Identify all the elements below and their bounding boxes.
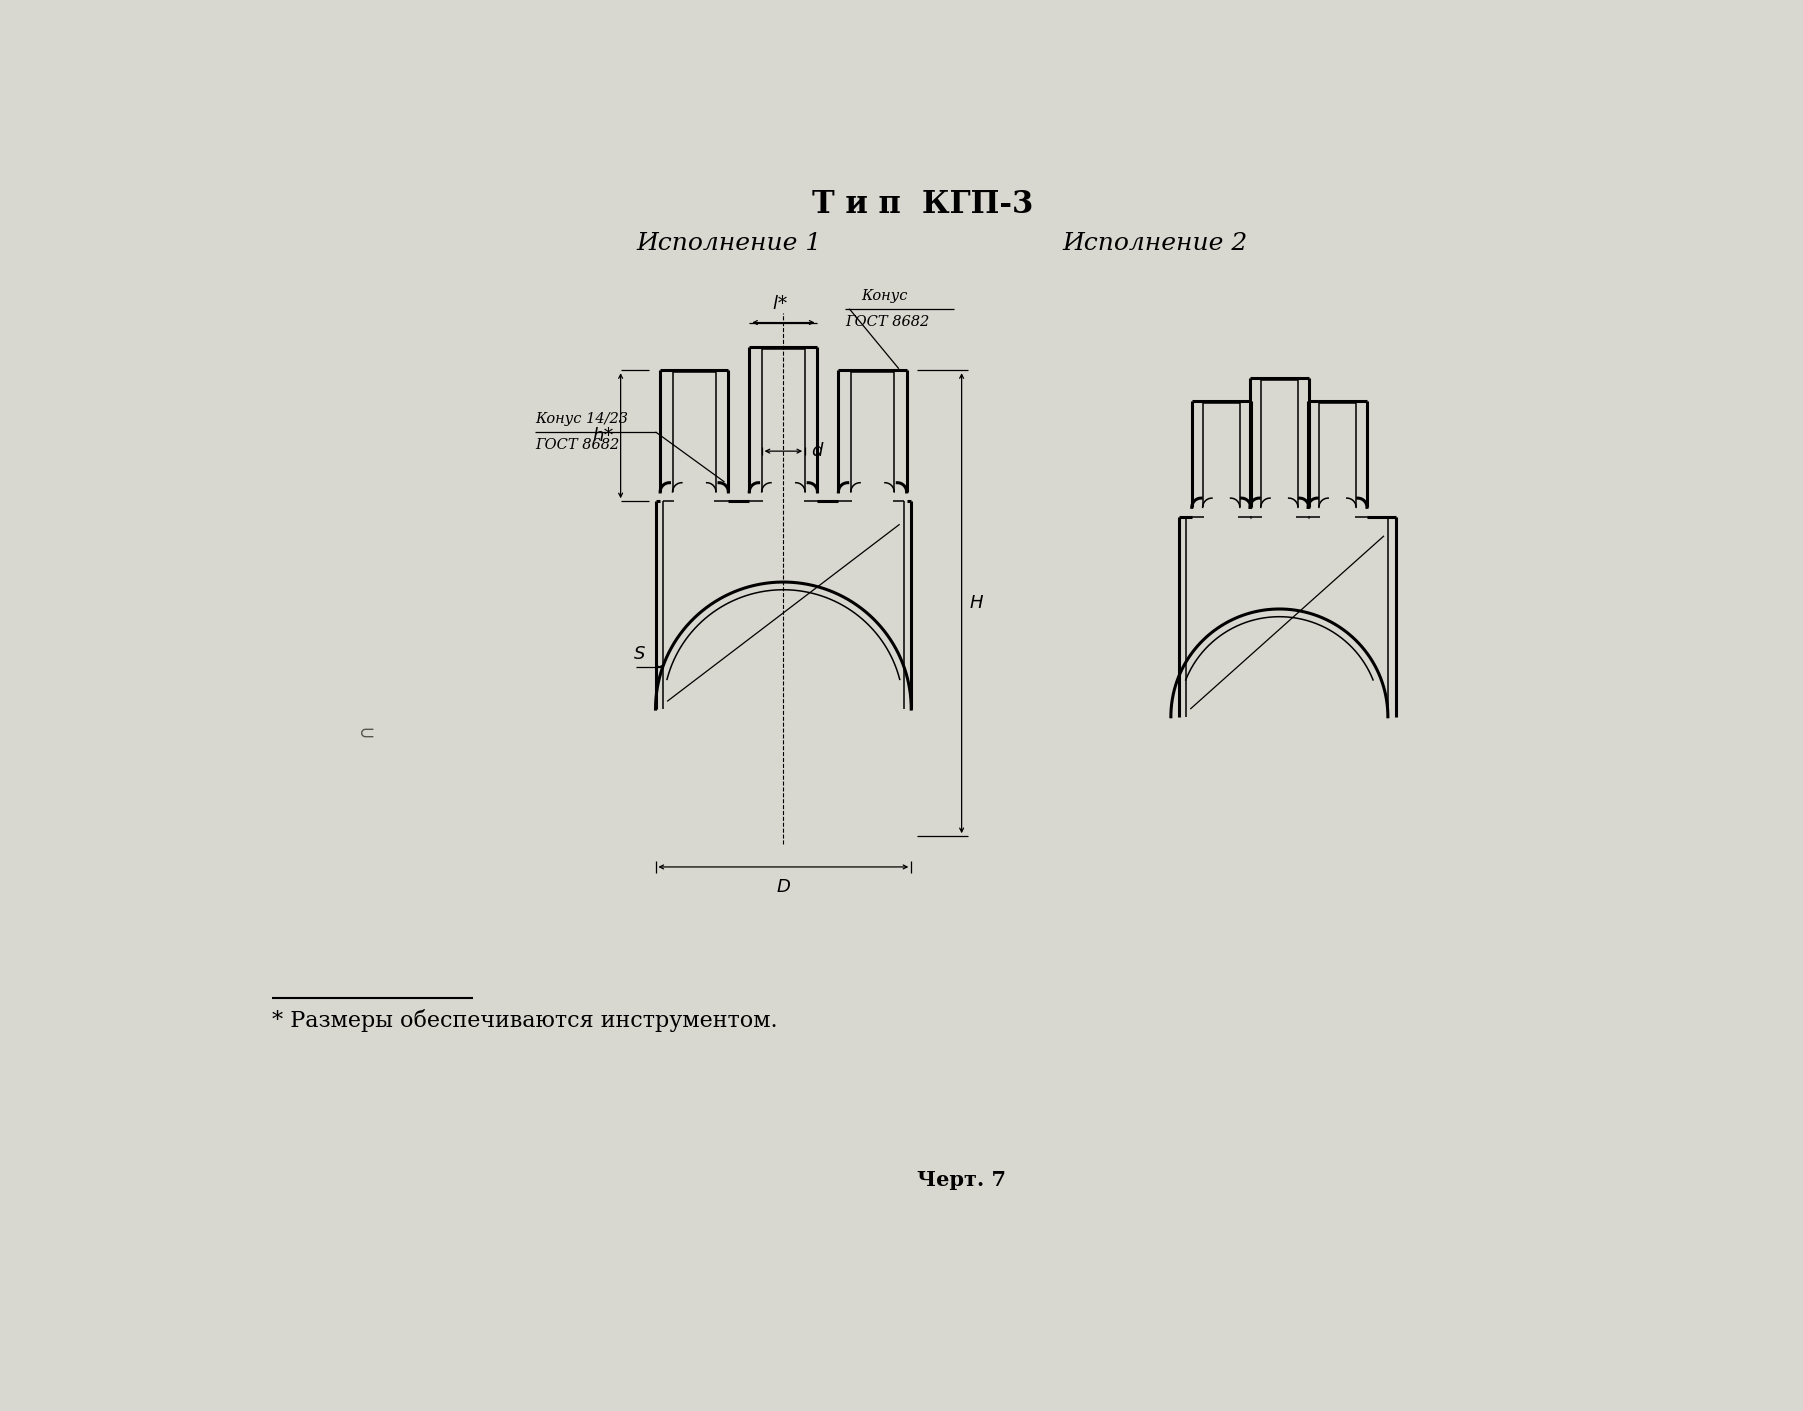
Text: $l$*: $l$*	[772, 295, 788, 313]
Text: $h$*: $h$*	[593, 426, 615, 444]
Text: Т и п  КГП-3: Т и п КГП-3	[811, 189, 1033, 220]
Text: $\subset$: $\subset$	[355, 722, 375, 742]
Text: * Размеры обеспечиваются инструментом.: * Размеры обеспечиваются инструментом.	[272, 1009, 777, 1033]
Text: ГОСТ 8682: ГОСТ 8682	[846, 315, 930, 329]
Text: $d$: $d$	[811, 442, 824, 460]
Text: $D$: $D$	[775, 878, 792, 896]
Text: Черт. 7: Черт. 7	[918, 1170, 1006, 1191]
Text: Исполнение 1: Исполнение 1	[636, 231, 822, 255]
Text: $H$: $H$	[970, 594, 984, 612]
Text: ГОСТ 8682: ГОСТ 8682	[535, 437, 620, 452]
Text: Исполнение 2: Исполнение 2	[1062, 231, 1248, 255]
Text: Конус 14/23: Конус 14/23	[535, 412, 629, 426]
Text: $S$: $S$	[633, 645, 645, 663]
Text: Конус: Конус	[860, 288, 907, 302]
